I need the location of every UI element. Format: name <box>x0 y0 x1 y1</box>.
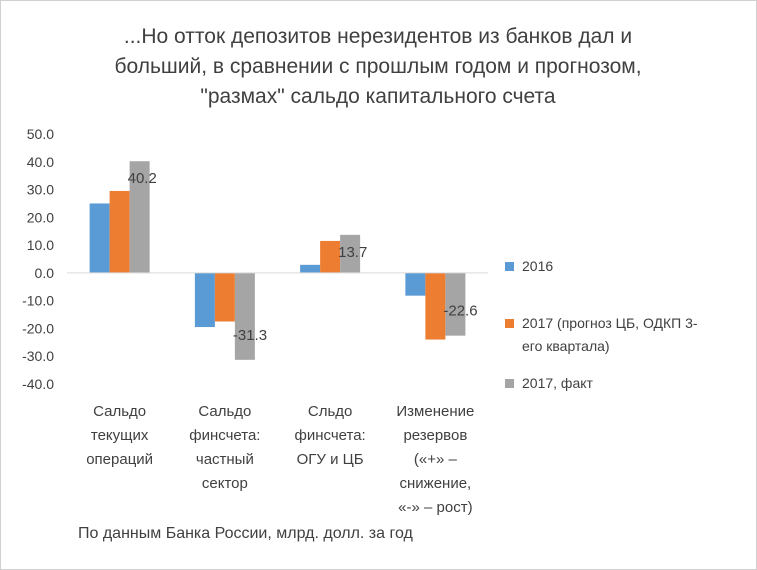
legend-label: 2017 (прогноз ЦБ, ОДКП 3- <box>522 315 698 331</box>
bar <box>129 161 150 273</box>
bar <box>109 190 130 273</box>
bar <box>445 272 466 336</box>
legend-label: 2017, факт <box>522 375 594 391</box>
bar <box>194 272 215 328</box>
bar <box>405 272 426 296</box>
category-label: Сльдо <box>308 403 353 420</box>
chart-title-line: "размах" сальдо капитального счета <box>200 85 555 108</box>
y-tick-label: 40.0 <box>27 154 54 170</box>
category-label: текущих <box>91 427 149 444</box>
bar <box>340 234 361 273</box>
category-label: Сальдо <box>93 403 146 420</box>
bar <box>320 240 341 273</box>
y-tick-label: 0.0 <box>35 265 55 281</box>
category-label: Сальдо <box>198 403 251 420</box>
y-tick-label: -30.0 <box>22 348 54 364</box>
y-tick-label: -40.0 <box>22 376 54 392</box>
bar <box>425 272 446 340</box>
y-tick-label: 20.0 <box>27 209 54 225</box>
legend-label: 2016 <box>522 258 553 274</box>
category-label: ОГУ и ЦБ <box>297 451 364 468</box>
bar <box>89 203 110 273</box>
category-label: сектор <box>202 475 248 492</box>
category-label: Изменение <box>396 403 474 420</box>
y-tick-label: -10.0 <box>22 293 54 309</box>
footnote: По данным Банка России, млрд. долл. за г… <box>78 525 414 542</box>
chart-title-line: больший, в сравнении с прошлым годом и п… <box>114 55 641 78</box>
category-label: частный <box>196 451 254 468</box>
chart-title-line: ...Но отток депозитов нерезидентов из ба… <box>124 25 632 48</box>
category-label: операций <box>86 451 153 468</box>
bar <box>214 272 235 322</box>
bar <box>300 264 321 273</box>
category-label: «-» – рост) <box>398 499 472 516</box>
legend-swatch <box>505 379 514 388</box>
legend-swatch <box>505 262 514 271</box>
y-tick-label: 50.0 <box>27 126 54 142</box>
bar <box>234 272 255 360</box>
y-tick-label: -20.0 <box>22 320 54 336</box>
legend-label: его квартала) <box>522 338 610 354</box>
data-label: -31.3 <box>233 327 267 344</box>
data-label: -22.6 <box>443 303 477 320</box>
y-tick-label: 10.0 <box>27 237 54 253</box>
legend-swatch <box>505 319 514 328</box>
data-label: 13.7 <box>338 244 367 261</box>
category-label: снижение, <box>400 475 472 492</box>
y-tick-label: 30.0 <box>27 182 54 198</box>
data-label: 40.2 <box>128 170 157 187</box>
category-label: резервов <box>403 427 467 444</box>
category-label: («+» – <box>414 451 458 468</box>
category-label: финсчета: <box>189 427 260 444</box>
category-label: финсчета: <box>295 427 366 444</box>
